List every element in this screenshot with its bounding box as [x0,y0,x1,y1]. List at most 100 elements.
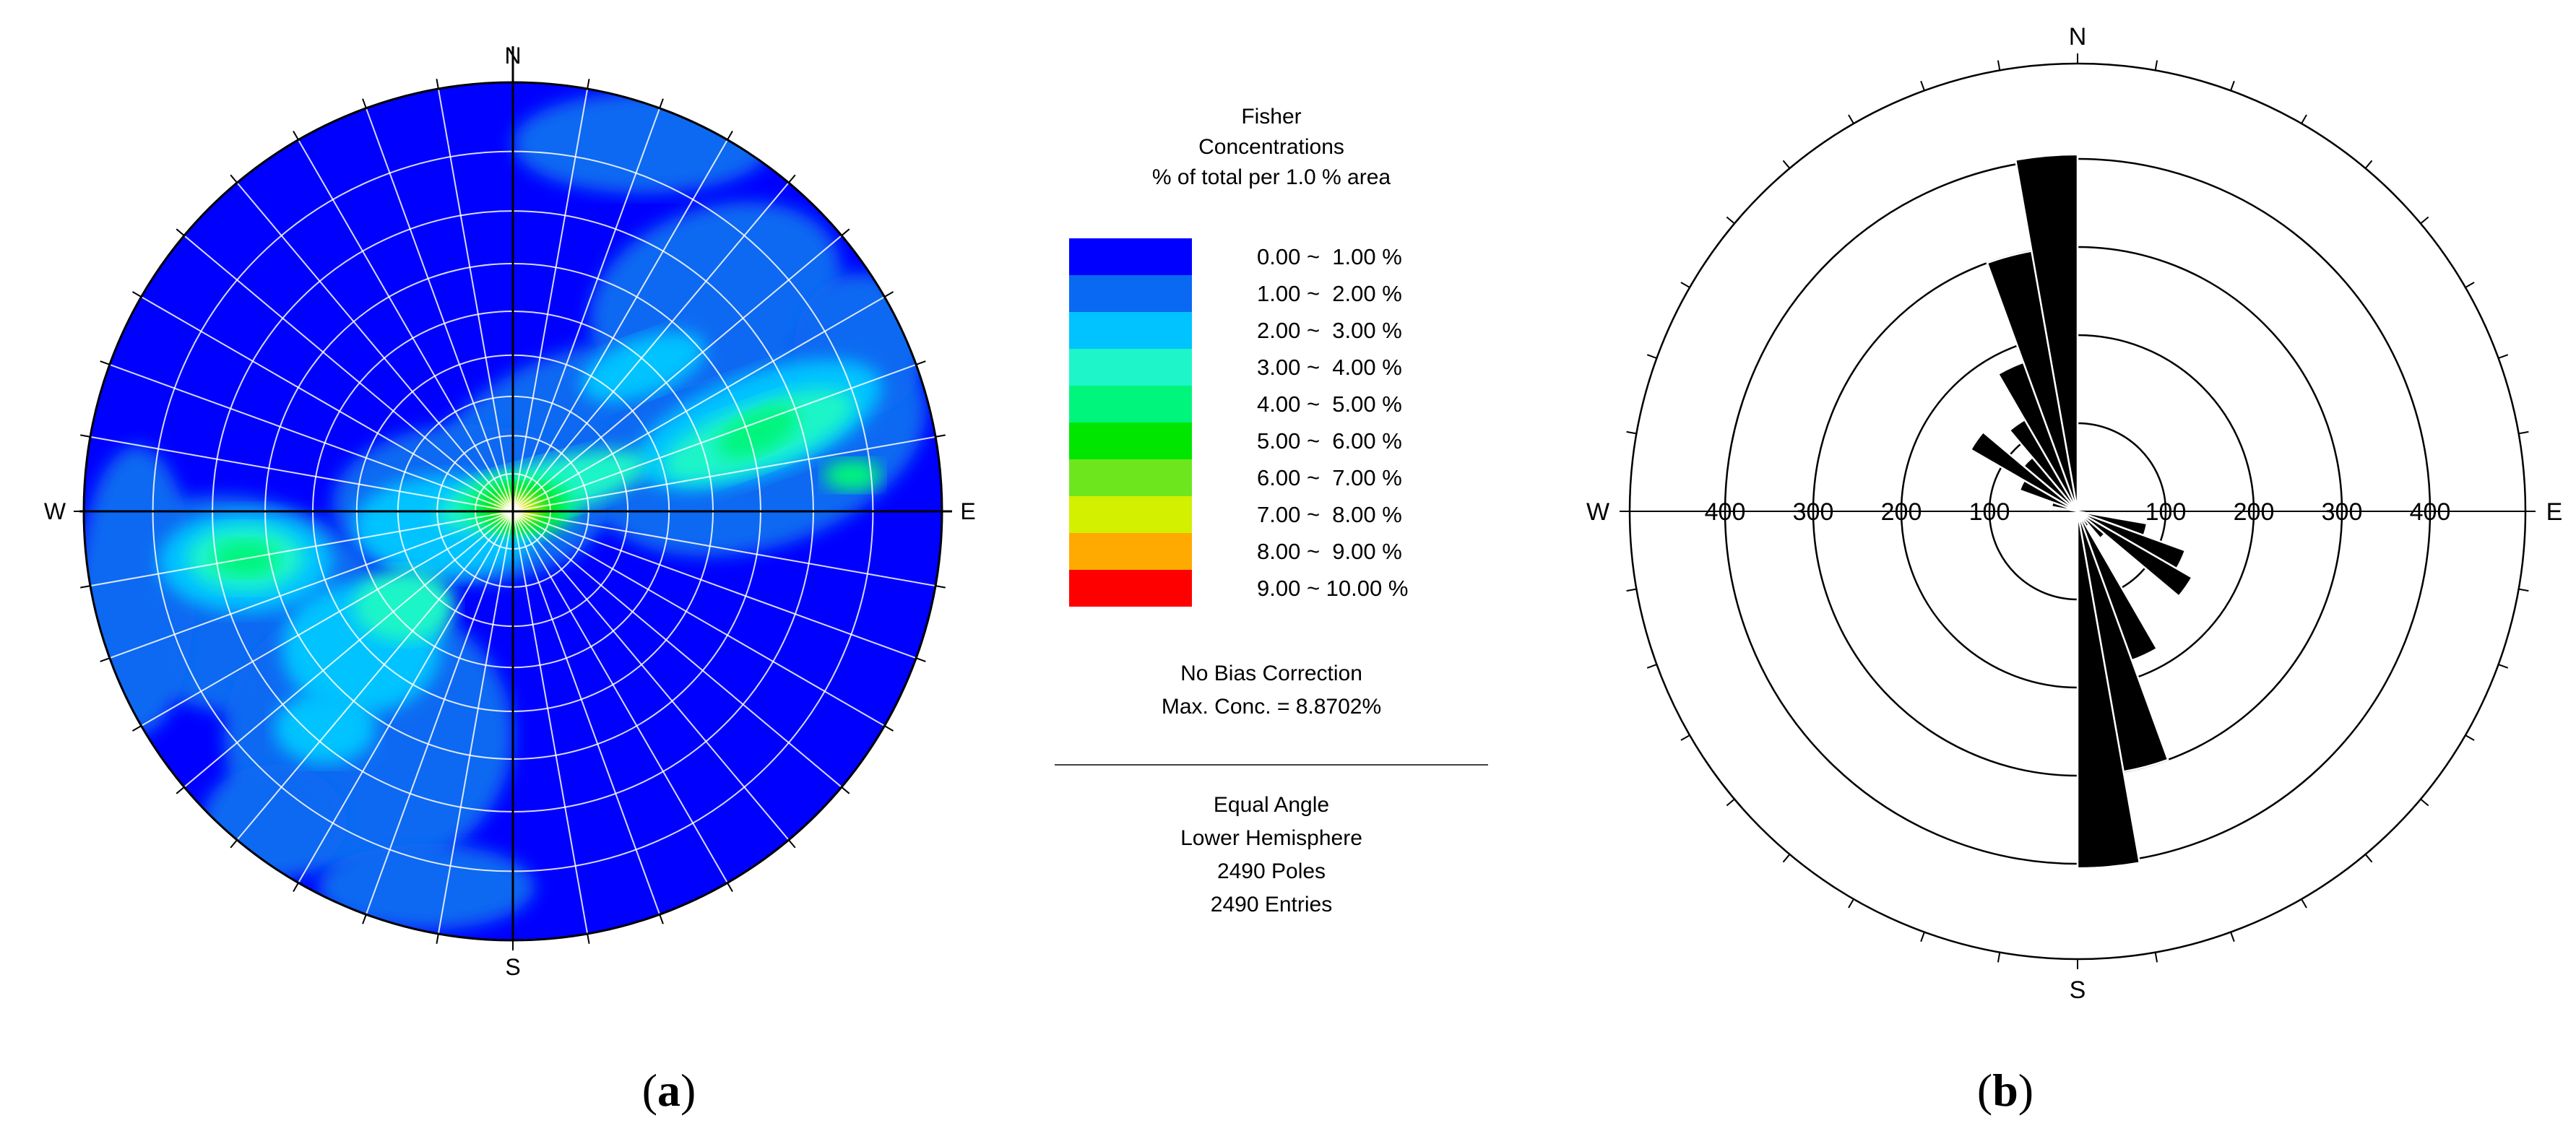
azimuth-line [183,511,514,788]
legend-swatch [1069,386,1192,422]
rose-south-label: S [2070,976,2086,1004]
density-blob [824,459,881,491]
boundary-tick [80,434,91,438]
rose-right-tick-label: 300 [2322,498,2363,526]
boundary-tick [727,882,733,893]
rose-tick [1848,114,1854,124]
rose-right-tick-label: 200 [2234,498,2275,526]
rose-right-tick-label: 400 [2410,498,2451,526]
boundary-tick [883,725,894,732]
west-label: W [44,498,66,524]
boundary-tick [659,98,664,109]
legend-swatch [1069,422,1192,459]
rose-tick [2230,932,2235,942]
boundary-tick [436,79,439,90]
azimuth-line [512,139,728,512]
boundary-tick [935,434,946,438]
rose-content: 400 300 200 100 100 200 300 400 N S W E [1586,23,2562,1004]
rose-tick [1782,160,1791,169]
entries-count: 2490 Entries [1210,893,1333,916]
boundary-tick [659,914,664,924]
legend-swatch [1069,459,1192,496]
rose-left-tick-label: 200 [1881,498,1922,526]
rose-north-label: N [2069,23,2087,51]
bias-note: No Bias Correction [1180,662,1362,685]
rose-petal [2008,418,2079,512]
legend-range-label: 6.00 ~ 7.00 % [1257,465,1402,490]
rose-diagram: 400 300 200 100 100 200 300 400 N S W E [1586,23,2562,1004]
azimuth-line [512,511,842,788]
boundary-tick [788,174,796,183]
legend-swatch [1069,349,1192,386]
boundary-tick [915,360,926,365]
azimuth-line [236,511,514,841]
density-blob [318,844,535,930]
rose-petal [2076,511,2141,870]
legend-divider [1055,764,1488,766]
rose-tick [1997,952,2001,963]
rose-petal [2018,479,2078,513]
caption-b-close: ) [2018,1065,2034,1116]
boundary-tick [935,585,946,589]
azimuth-line [512,511,661,915]
azimuth-line [236,182,514,512]
rose-petal [2077,510,2194,598]
legend-swatch [1069,570,1192,607]
caption-a-letter: a [657,1065,680,1116]
azimuth-line [512,436,936,512]
boundary-tick [788,839,796,849]
boundary-tick [727,130,733,141]
rose-tick [2518,588,2529,592]
legend-range-label: 3.00 ~ 4.00 % [1257,355,1402,380]
azimuth-line [512,511,885,727]
rose-tick [2465,734,2475,741]
rose-tick [2364,160,2373,169]
density-blob [718,406,799,458]
boundary-tick [293,130,299,141]
rose-west-label: W [1586,498,1609,526]
azimuth-line [298,139,514,512]
rose-petal [2050,500,2078,513]
legend-range-label: 5.00 ~ 6.00 % [1257,428,1402,454]
legend-range-label: 8.00 ~ 9.00 % [1257,539,1402,564]
rose-left-tick-label: 400 [1705,498,1746,526]
azimuth-line [512,108,661,512]
rose-tick [2230,80,2235,91]
rose-tick [2420,798,2429,807]
concentration-legend: Fisher Concentrations % of total per 1.0… [1047,101,1495,939]
rose-tick [1680,282,1690,288]
boundary-tick [841,786,850,794]
rose-tick [1920,932,1925,942]
azimuth-line [365,108,514,512]
density-blob [354,569,455,641]
rose-petal [2014,153,2079,512]
azimuth-line [512,511,936,587]
rose-tick [2420,216,2429,225]
legend-title-line-3: % of total per 1.0 % area [1151,165,1391,189]
azimuth-line [141,296,514,512]
azimuth-line [141,511,514,727]
legend-range-label: 0.00 ~ 1.00 % [1257,244,1402,269]
boundary-tick [883,291,894,298]
rose-tick [1782,854,1791,863]
azimuth-line [512,88,589,512]
azimuth-line [90,511,514,587]
rose-tick [1726,798,1735,807]
max-concentration: Max. Conc. = 8.8702% [1161,695,1382,719]
boundary-tick [293,882,299,893]
rose-tick [2154,952,2158,963]
boundary-tick [362,914,367,924]
caption-a-close: ) [680,1065,696,1116]
rose-petal [1969,430,2078,513]
azimuth-line [365,511,514,915]
rose-petal [1997,361,2079,512]
rose-tick [2154,60,2158,71]
azimuth-line [90,436,514,512]
rose-tick [1920,80,1925,91]
poles-count: 2490 Poles [1216,859,1326,883]
caption-a: (a) [597,1062,741,1119]
caption-b-open: ( [1976,1065,1993,1116]
south-label: S [505,954,520,980]
legend-range-label: 1.00 ~ 2.00 % [1257,281,1402,306]
